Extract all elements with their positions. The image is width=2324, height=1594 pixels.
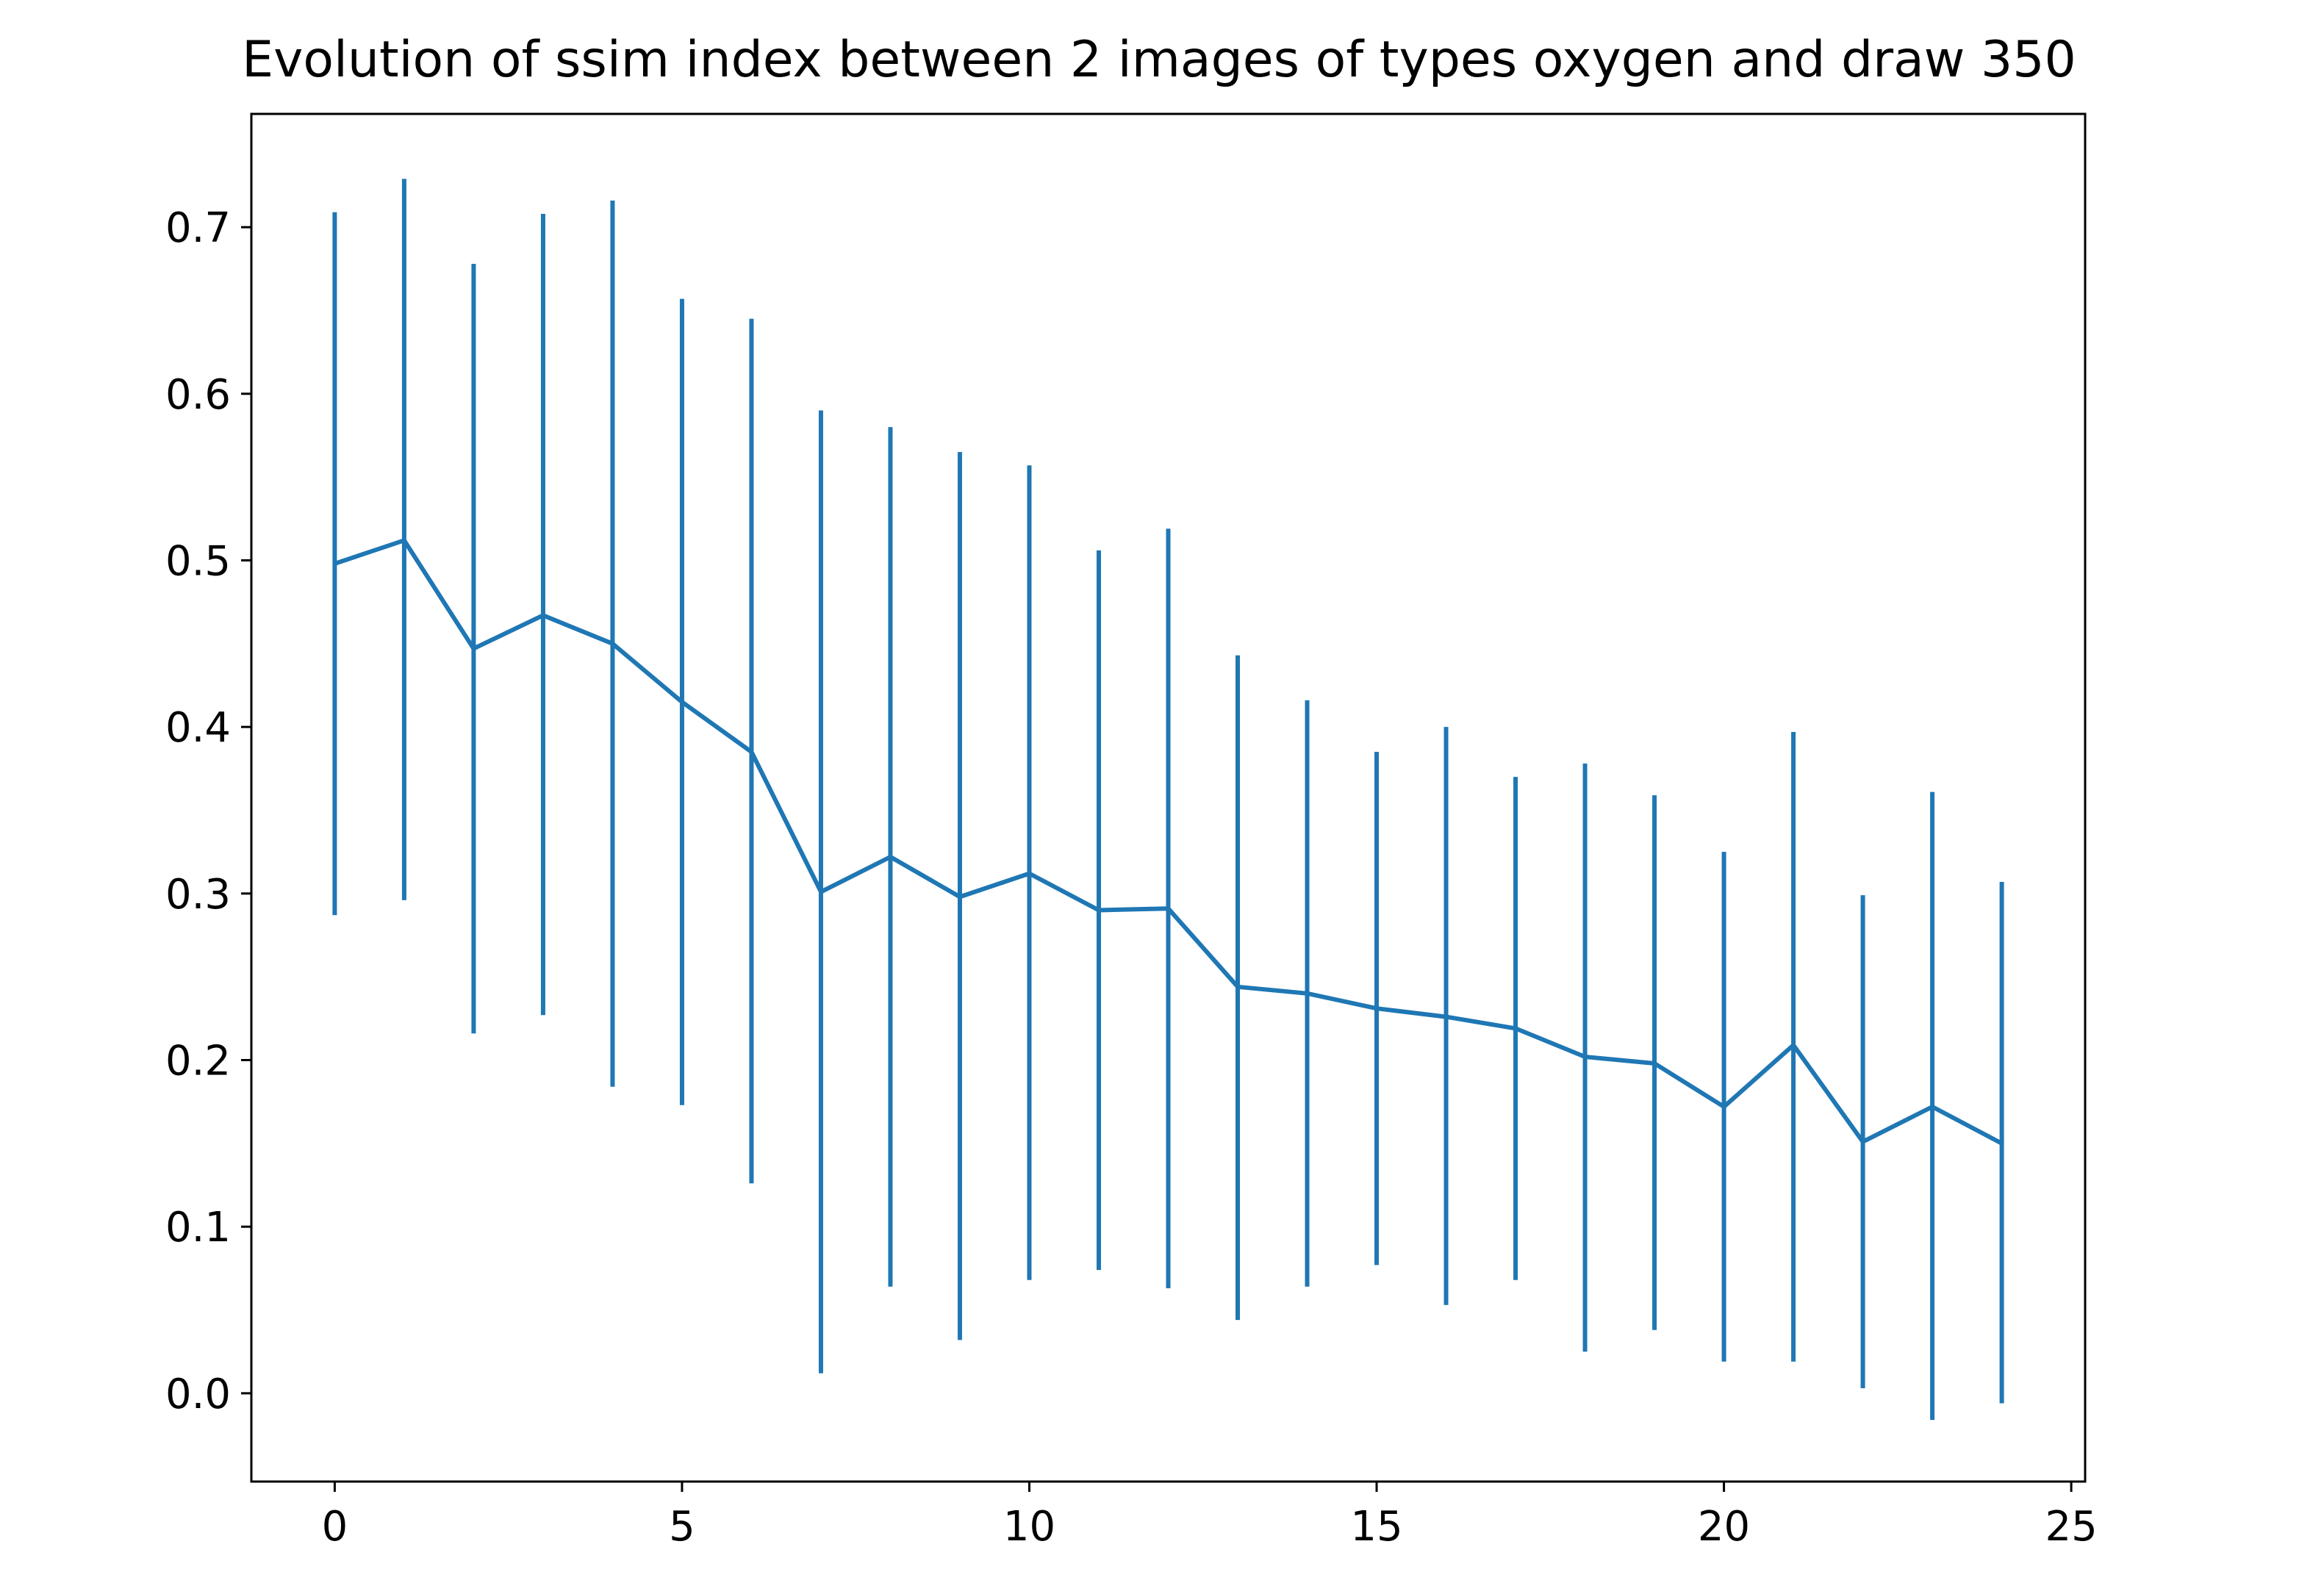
y-tick-label: 0.2	[165, 1038, 231, 1085]
axes-frame	[250, 112, 2087, 1483]
x-tick-label: 0	[322, 1503, 348, 1551]
x-tick-label: 20	[1698, 1503, 1750, 1551]
y-tick-label: 0.7	[165, 204, 231, 252]
y-tick-label: 0.6	[165, 371, 231, 419]
series-line	[334, 538, 2004, 1146]
y-tick-label: 0.5	[165, 537, 231, 585]
x-tick-label: 10	[1003, 1503, 1055, 1551]
error-bars	[332, 179, 2004, 1421]
y-tick-label: 0.1	[165, 1204, 231, 1252]
y-tick-label: 0.3	[165, 871, 231, 919]
chart-title: Evolution of ssim index between 2 images…	[242, 31, 2076, 89]
x-tick-label: 25	[2045, 1503, 2097, 1551]
y-tick-label: 0.0	[165, 1371, 231, 1418]
series-line-group	[334, 538, 2004, 1146]
axis-ticks: 0 5 10 15 20 25 0.0 0.1 0.2 0.3 0.4 0.5 0.6 0.7	[165, 204, 2098, 1551]
x-tick-label: 5	[669, 1503, 695, 1551]
x-tick-label: 15	[1350, 1503, 1402, 1551]
y-tick-label: 0.4	[165, 704, 231, 752]
